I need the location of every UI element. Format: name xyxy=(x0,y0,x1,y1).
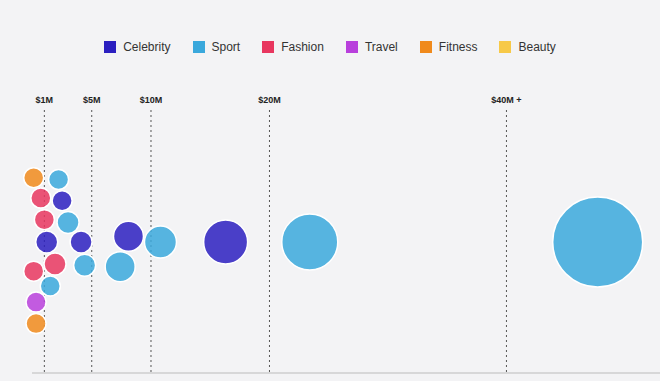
svg-text:$40M +: $40M + xyxy=(491,95,521,105)
svg-text:$10M: $10M xyxy=(140,95,163,105)
svg-text:$1M: $1M xyxy=(36,95,54,105)
html-text:Fashion: Fashion xyxy=(281,39,324,54)
html-text:Beauty: Beauty xyxy=(518,39,556,54)
html-text:Travel: Travel xyxy=(364,39,398,54)
html-text:Celebrity: Celebrity xyxy=(123,39,171,54)
html-text:Fitness: Fitness xyxy=(438,39,478,54)
svg-text:$20M: $20M xyxy=(258,95,281,105)
svg-text:$5M: $5M xyxy=(83,95,101,105)
html-text:Sport: Sport xyxy=(211,39,241,54)
